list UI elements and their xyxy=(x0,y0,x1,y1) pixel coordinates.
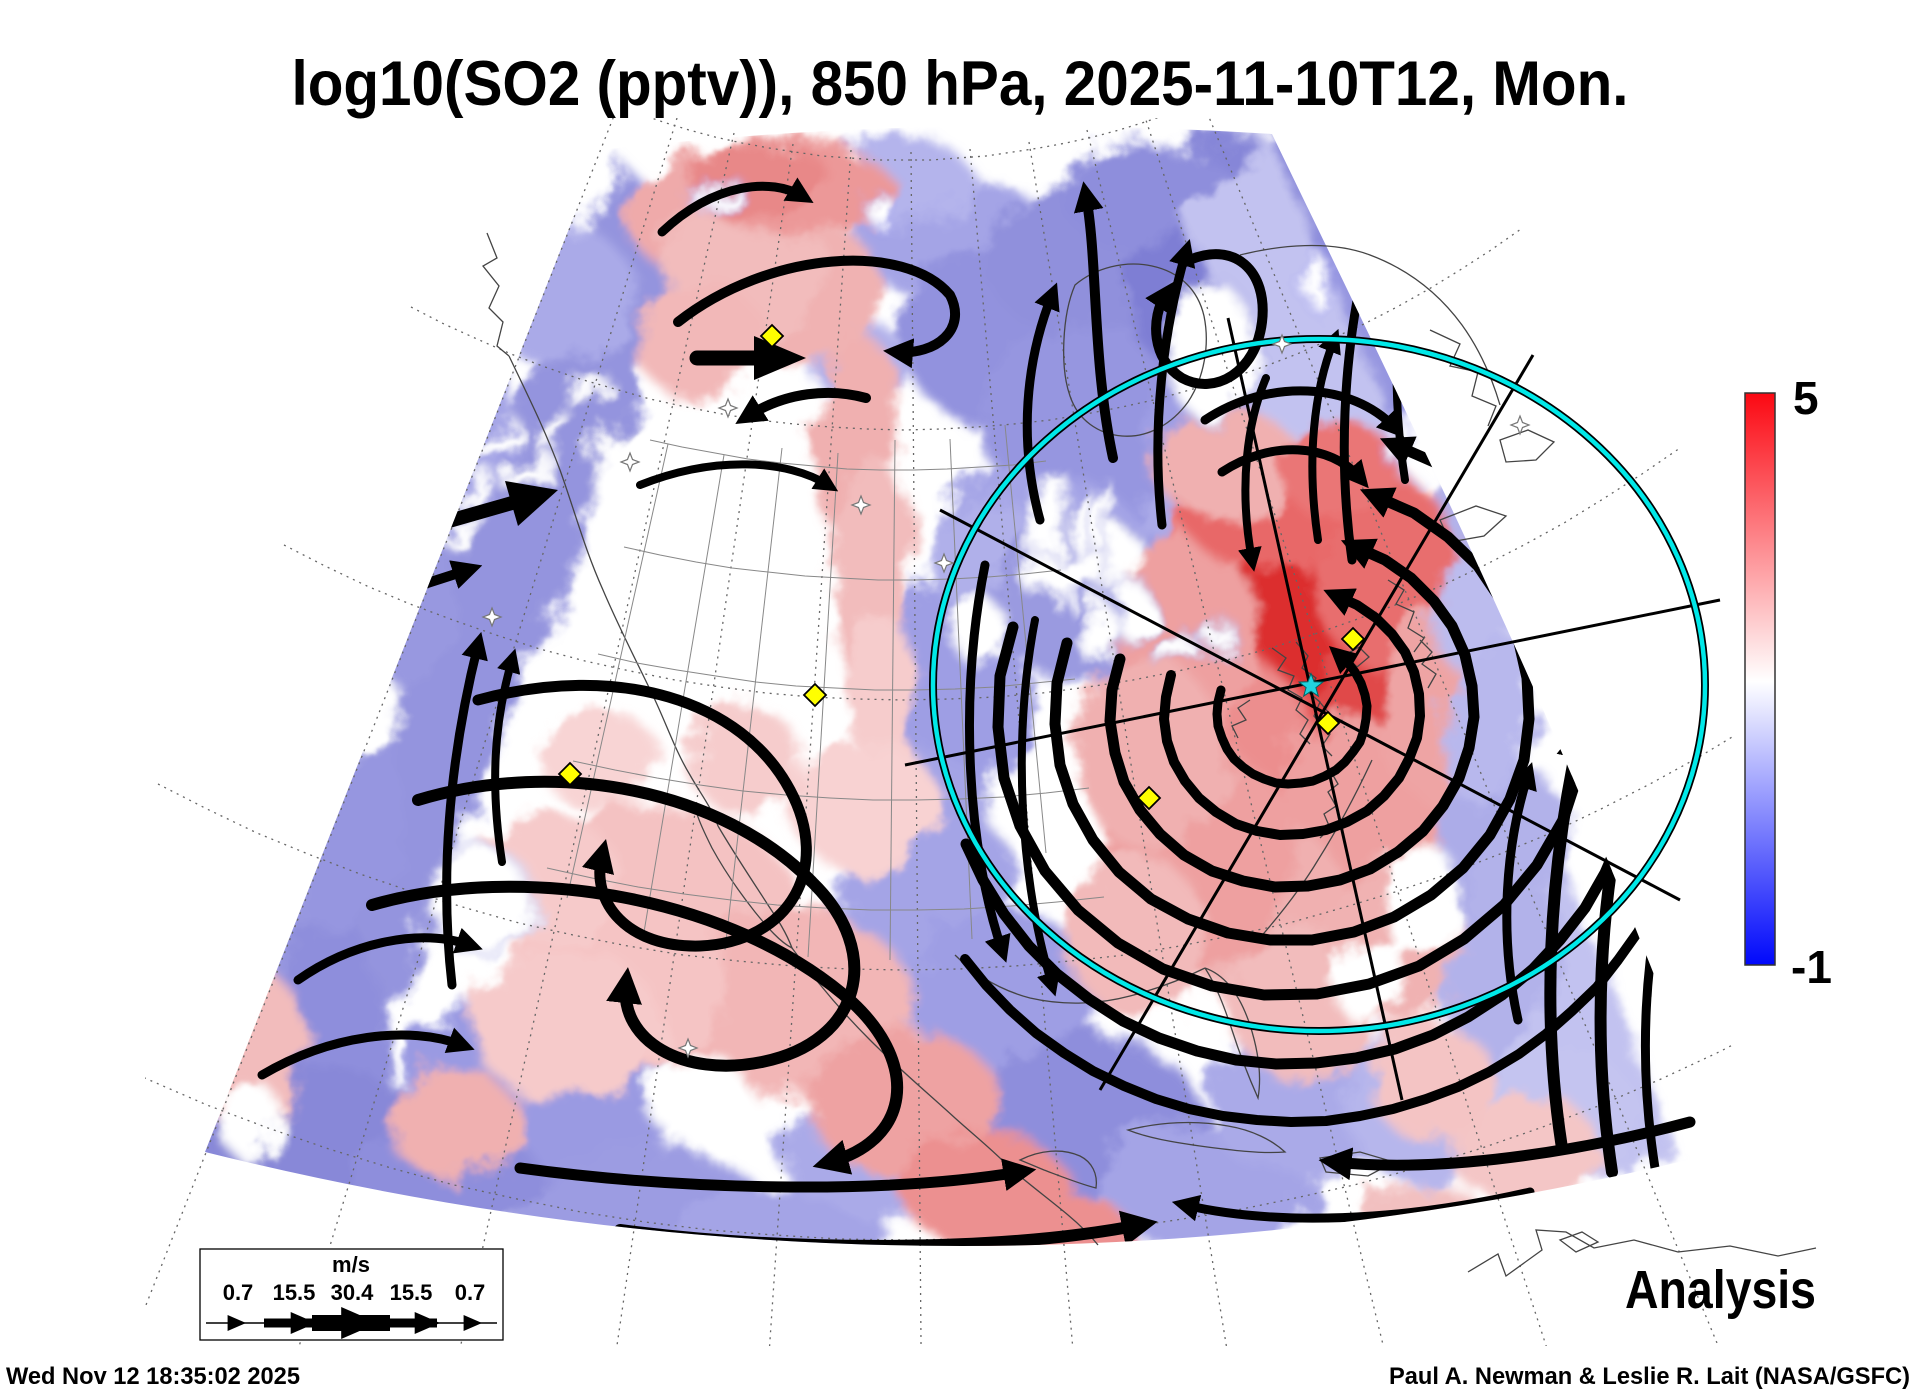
svg-text:30.4: 30.4 xyxy=(331,1280,375,1305)
svg-text:0.7: 0.7 xyxy=(223,1280,254,1305)
svg-text:5: 5 xyxy=(1793,372,1819,424)
svg-text:m/s: m/s xyxy=(332,1252,370,1277)
svg-text:Analysis: Analysis xyxy=(1625,1260,1816,1320)
svg-text:-1: -1 xyxy=(1791,941,1832,993)
svg-text:0.7: 0.7 xyxy=(455,1280,486,1305)
svg-text:15.5: 15.5 xyxy=(273,1280,316,1305)
svg-text:Paul A. Newman & Leslie R. Lai: Paul A. Newman & Leslie R. Lait (NASA/GS… xyxy=(1389,1363,1910,1390)
svg-text:log10(SO2 (pptv)), 850 hPa, 20: log10(SO2 (pptv)), 850 hPa, 2025-11-10T1… xyxy=(292,49,1629,119)
svg-text:15.5: 15.5 xyxy=(390,1280,433,1305)
svg-text:Wed Nov 12 18:35:02 2025: Wed Nov 12 18:35:02 2025 xyxy=(6,1363,300,1390)
